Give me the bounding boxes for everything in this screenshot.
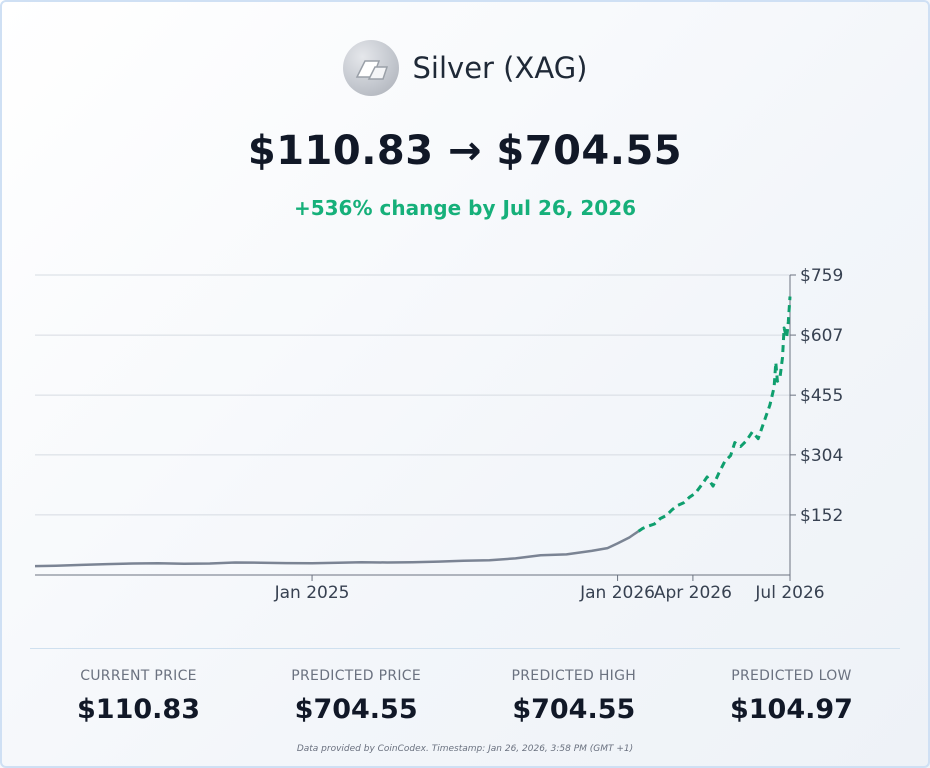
asset-header: Silver (XAG): [0, 38, 930, 98]
x-tick-label: Jul 2026: [754, 583, 824, 603]
stat-value: $704.55: [294, 694, 418, 725]
stat-label: PREDICTED PRICE: [291, 668, 422, 684]
chart-series: [34, 296, 792, 568]
stat-value: $704.55: [512, 694, 636, 725]
stat-label: PREDICTED LOW: [731, 668, 852, 684]
stat-label: CURRENT PRICE: [80, 668, 197, 684]
price-chart: $152 $304 $455 $607 $759 Jan 2025 Jan 2026Apr …: [34, 266, 844, 603]
stats-row: CURRENT PRICE $110.83 PREDICTED PRICE $7…: [30, 668, 900, 725]
y-tick-label: $304: [800, 446, 843, 466]
percent-change: +536% change by Jul 26, 2026: [293, 196, 637, 220]
asset-name: Silver (XAG): [412, 51, 588, 85]
history-line: [34, 530, 640, 568]
stat-predicted-high: PREDICTED HIGH $704.55: [465, 668, 682, 725]
forecast-line: [637, 296, 792, 533]
price-change-headline: $110.83 → $704.55: [247, 128, 683, 174]
stat-predicted-price: PREDICTED PRICE $704.55: [248, 668, 465, 725]
y-tick-label: $607: [800, 326, 843, 346]
stat-value: $104.97: [729, 694, 853, 725]
y-tick-label: $455: [800, 386, 843, 406]
stat-predicted-low: PREDICTED LOW $104.97: [683, 668, 900, 725]
y-tick-label: $759: [800, 266, 843, 286]
silver-bar-icon: [342, 40, 399, 96]
divider: [30, 648, 900, 649]
tick-labels: $152 $304 $455 $607 $759 Jan 2025 Jan 2026Apr …: [274, 266, 844, 603]
y-tick-label: $152: [800, 506, 843, 526]
stat-value: $110.83: [77, 694, 200, 725]
x-tick-label: Jan 2026: [579, 583, 655, 603]
x-tick-label: Jan 2025: [274, 583, 350, 603]
stat-label: PREDICTED HIGH: [511, 668, 637, 684]
chart-axes: [35, 274, 796, 581]
data-source-footnote: Data provided by CoinCodex. Timestamp: J…: [296, 744, 634, 754]
grid-lines: [35, 274, 790, 516]
stat-current-price: CURRENT PRICE $110.83: [30, 668, 247, 725]
x-tick-label: Apr 2026: [654, 583, 732, 603]
